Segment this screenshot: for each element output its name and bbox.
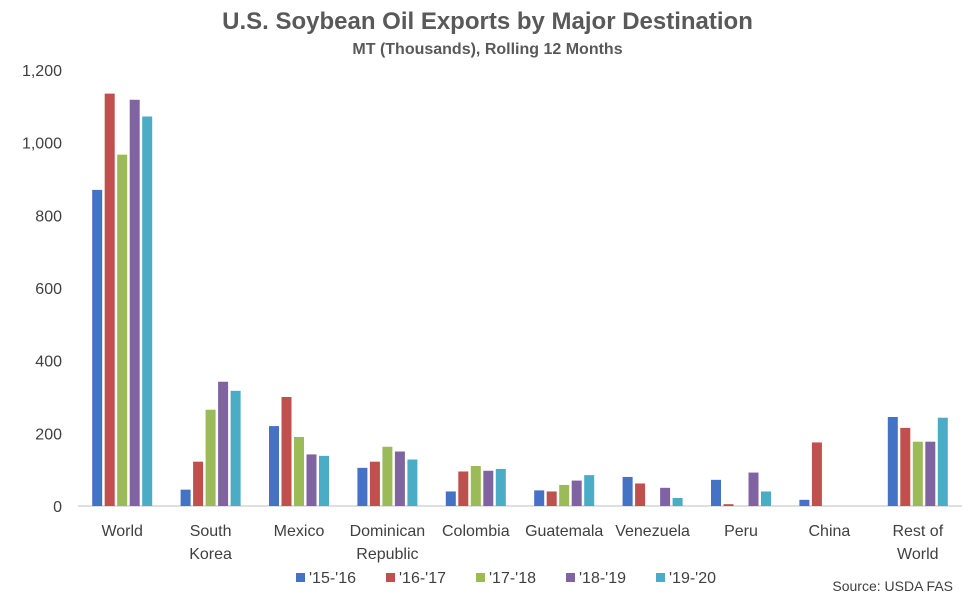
x-tick-label: Venezuela (615, 523, 690, 540)
y-tick-label: 600 (35, 281, 62, 298)
x-tick-label: World (101, 523, 143, 540)
bar (445, 491, 456, 506)
y-tick-label: 200 (35, 426, 62, 443)
bar (761, 491, 771, 506)
bar (281, 397, 292, 506)
legend-label: '15-'16 (309, 570, 356, 587)
bar (218, 381, 229, 506)
bar (129, 99, 140, 506)
bar (369, 461, 380, 506)
bar (887, 416, 898, 506)
x-tick-label: Guatemala (525, 523, 603, 540)
y-tick-label: 400 (35, 354, 62, 371)
bars (92, 93, 948, 507)
bar (230, 390, 241, 506)
legend-label: '18-'19 (579, 570, 626, 587)
x-tick-label: Dominican Republic (350, 523, 426, 563)
bar (306, 454, 317, 506)
bar (294, 436, 304, 506)
bar (319, 455, 329, 506)
bar (723, 504, 734, 506)
bar (748, 472, 759, 506)
bar (92, 189, 103, 506)
bar (811, 442, 822, 506)
y-axis: 0 200 400 600 800 1,000 1,200 (22, 63, 62, 516)
bar (269, 426, 279, 506)
x-axis: World South Korea Mexico Dominican Republic Co… (78, 505, 962, 563)
y-tick-label: 800 (35, 208, 62, 225)
legend-swatch (296, 573, 305, 582)
x-tick-label: South Korea (189, 523, 232, 563)
bar (534, 490, 545, 506)
bar (180, 489, 191, 506)
bar (357, 467, 368, 506)
bar (900, 427, 911, 506)
bar (546, 491, 557, 506)
y-tick-label: 0 (53, 499, 62, 516)
bar (799, 499, 810, 506)
legend-label: '17-'18 (489, 570, 536, 587)
bar (104, 93, 115, 507)
chart-subtitle: MT (Thousands), Rolling 12 Months (352, 41, 623, 58)
bar (394, 451, 405, 506)
legend-swatch (566, 573, 575, 582)
bar (559, 484, 570, 506)
legend-swatch (656, 573, 665, 582)
bar (672, 498, 683, 506)
bar (382, 446, 393, 506)
bar (407, 459, 418, 506)
source-note: Source: USDA FAS (832, 578, 953, 594)
x-tick-label: Rest of World (892, 523, 943, 563)
legend-label: '19-'20 (669, 570, 716, 587)
bar (635, 483, 646, 506)
bar (584, 475, 595, 506)
bar (205, 409, 216, 506)
bar (571, 480, 582, 506)
y-tick-label: 1,000 (22, 136, 62, 153)
chart-title: U.S. Soybean Oil Exports by Major Destin… (222, 8, 753, 35)
x-tick-label: China (808, 523, 850, 540)
legend-label: '16-'17 (399, 570, 446, 587)
x-tick-label: Colombia (442, 523, 510, 540)
bar (117, 154, 128, 506)
legend: '15-'16 '16-'17 '17-'18 '18-'19 '19-'20 (296, 570, 716, 587)
x-tick-label: Peru (724, 523, 758, 540)
bar (925, 441, 936, 506)
bar (495, 468, 506, 506)
bar (470, 466, 481, 506)
bar (142, 116, 153, 506)
x-tick-label: Mexico (274, 523, 325, 540)
bar (711, 479, 721, 506)
legend-swatch (476, 573, 485, 582)
legend-swatch (386, 573, 395, 582)
bar (483, 470, 494, 506)
bar (193, 461, 204, 506)
bar (912, 441, 923, 506)
bar (937, 417, 948, 506)
bar (622, 476, 633, 506)
y-tick-label: 1,200 (22, 63, 62, 80)
bar (458, 471, 469, 506)
bar (660, 487, 671, 506)
